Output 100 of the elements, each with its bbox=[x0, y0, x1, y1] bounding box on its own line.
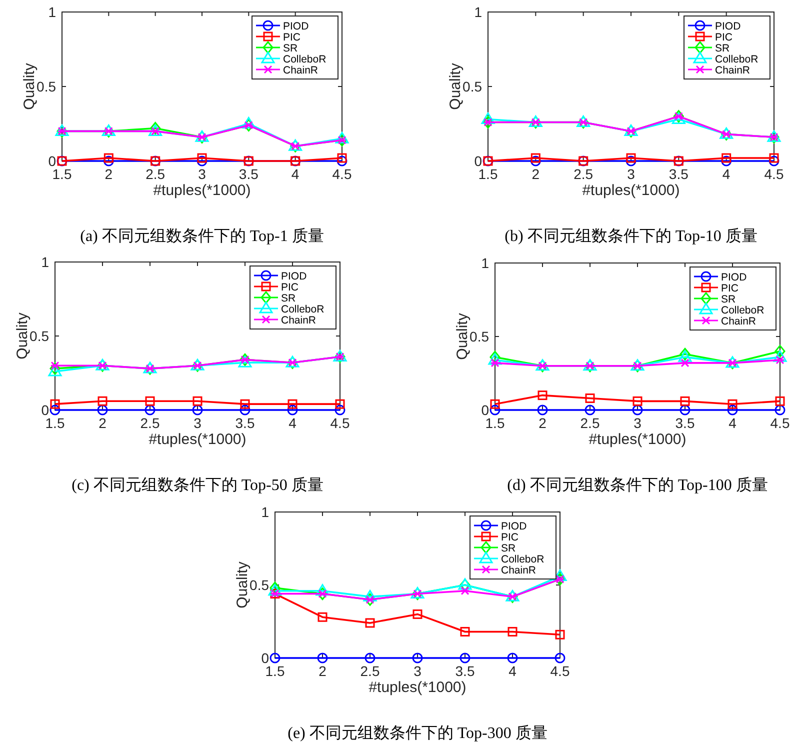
point bbox=[555, 630, 565, 640]
x-tick-label: 1.5 bbox=[478, 166, 498, 182]
point bbox=[103, 156, 114, 166]
y-axis-title: Quality bbox=[21, 62, 38, 110]
text: (e) 不同元组数条件下的 Top-300 质量 bbox=[288, 724, 548, 742]
y-axis-title: Quality bbox=[454, 312, 471, 360]
x-tick-label: 2.5 bbox=[574, 166, 594, 182]
y-tick-label: 0 bbox=[474, 153, 482, 169]
point bbox=[507, 652, 518, 664]
point bbox=[626, 153, 636, 163]
y-tick-label: 0 bbox=[41, 402, 50, 418]
point bbox=[678, 350, 692, 362]
point bbox=[672, 112, 686, 124]
point bbox=[554, 652, 566, 664]
legend-label: PIOD bbox=[721, 272, 748, 284]
x-tick-label: 4.5 bbox=[330, 415, 350, 431]
x-tick-label: 1.5 bbox=[52, 166, 72, 182]
y-axis-title: Quality bbox=[234, 561, 251, 608]
point bbox=[104, 153, 114, 163]
x-tick-label: 2.5 bbox=[580, 415, 600, 431]
point bbox=[240, 399, 250, 409]
y-tick-label: 0 bbox=[261, 650, 270, 666]
legend-label: PIOD bbox=[501, 520, 528, 532]
point bbox=[769, 153, 779, 163]
legend-label: PIOD bbox=[715, 20, 742, 32]
x-tick-label: 3 bbox=[627, 166, 636, 182]
point bbox=[727, 404, 738, 416]
point bbox=[481, 112, 495, 124]
x-tick-label: 1.5 bbox=[45, 415, 65, 431]
x-tick-label: 1.5 bbox=[265, 663, 285, 679]
point bbox=[365, 618, 375, 628]
x-tick-label: 3 bbox=[634, 415, 642, 431]
x-tick-label: 2.5 bbox=[360, 663, 380, 679]
point bbox=[632, 404, 643, 416]
x-tick-label: 1.5 bbox=[485, 415, 505, 431]
point bbox=[538, 390, 548, 400]
point bbox=[721, 156, 732, 166]
x-axis-title: #tuples(*1000) bbox=[153, 182, 251, 199]
legend-label: ChainR bbox=[281, 314, 316, 326]
point bbox=[268, 584, 282, 596]
legend-label: SR bbox=[283, 42, 298, 54]
y-tick-label: 1 bbox=[48, 4, 56, 20]
point bbox=[775, 396, 785, 406]
legend-label: ChainR bbox=[283, 64, 318, 76]
point bbox=[192, 404, 203, 416]
point bbox=[632, 396, 642, 406]
point bbox=[144, 404, 156, 416]
point bbox=[334, 404, 346, 416]
legend-label: ChainR bbox=[721, 316, 756, 328]
point bbox=[50, 399, 60, 409]
x-tick-label: 4 bbox=[722, 166, 730, 182]
x-tick-label: 4 bbox=[291, 166, 300, 182]
point bbox=[316, 584, 330, 596]
legend-label: PIC bbox=[281, 282, 299, 294]
legend-label: ChainR bbox=[715, 64, 750, 76]
point bbox=[287, 404, 298, 416]
point bbox=[242, 117, 256, 128]
legend-label: PIC bbox=[501, 532, 519, 544]
y-axis-title: Quality bbox=[447, 62, 464, 110]
text: (b) 不同元组数条件下的 Top-10 质量 bbox=[504, 227, 758, 245]
point bbox=[508, 626, 518, 636]
point bbox=[490, 399, 500, 409]
point bbox=[460, 626, 470, 636]
point bbox=[288, 399, 298, 409]
point bbox=[318, 612, 328, 622]
point bbox=[412, 609, 422, 619]
legend-label: ColleboR bbox=[721, 304, 765, 316]
x-tick-label: 2.5 bbox=[146, 166, 166, 182]
point bbox=[773, 350, 787, 362]
point bbox=[488, 353, 502, 365]
x-tick-label: 3 bbox=[198, 166, 206, 182]
point bbox=[97, 404, 108, 416]
y-tick-label: 1 bbox=[41, 254, 50, 270]
x-tick-label: 4 bbox=[288, 415, 297, 431]
y-tick-label: 0 bbox=[48, 153, 56, 169]
y-tick-label: 1 bbox=[474, 4, 482, 20]
x-tick-label: 2.5 bbox=[140, 415, 160, 431]
point bbox=[774, 404, 786, 416]
point bbox=[240, 404, 250, 416]
point bbox=[192, 396, 202, 406]
x-tick-label: 3.5 bbox=[668, 166, 689, 182]
x-tick-label: 3 bbox=[194, 415, 202, 431]
point bbox=[768, 156, 780, 166]
legend-label: SR bbox=[715, 42, 730, 54]
point bbox=[337, 153, 347, 163]
y-axis-title: Quality bbox=[14, 312, 31, 360]
y-tick-label: 0.5 bbox=[462, 78, 482, 94]
point bbox=[728, 399, 738, 409]
text: (c) 不同元组数条件下的 Top-50 质量 bbox=[72, 476, 324, 494]
point bbox=[317, 652, 328, 664]
x-tick-label: 3.5 bbox=[238, 166, 259, 182]
x-tick-label: 4 bbox=[728, 415, 737, 431]
x-tick-label: 4.5 bbox=[764, 166, 784, 182]
point bbox=[680, 404, 690, 416]
x-tick-label: 4.5 bbox=[550, 663, 570, 679]
point bbox=[553, 569, 567, 581]
x-tick-label: 3.5 bbox=[455, 663, 475, 679]
x-axis-title: #tuples(*1000) bbox=[588, 431, 686, 448]
point bbox=[363, 590, 377, 602]
point bbox=[722, 153, 732, 163]
